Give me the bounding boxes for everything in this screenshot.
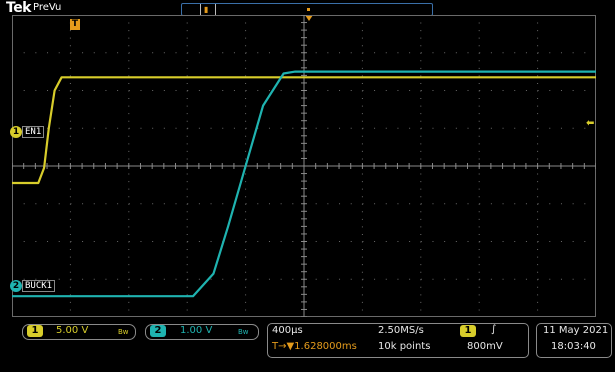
- ch1-scale: 5.00 V: [56, 325, 89, 336]
- trigger-slope-icon: ∫: [491, 324, 497, 335]
- ch1-ground-marker[interactable]: 1 EN1: [10, 125, 45, 138]
- time: 18:03:40: [551, 341, 596, 352]
- trace-buck1: [12, 70, 596, 298]
- datetime-panel[interactable]: [536, 323, 612, 358]
- timebase: 400µs: [272, 325, 303, 336]
- record-window-indicator[interactable]: [200, 4, 216, 15]
- trigger-source-badge: 1: [460, 325, 476, 337]
- waveform-traces: [12, 70, 596, 298]
- ch2-scale: 1.00 V: [180, 325, 213, 336]
- sample-rate: 2.50MS/s: [378, 325, 424, 336]
- ch1-readout-badge: 1: [27, 325, 43, 337]
- grid-lines: [12, 15, 596, 317]
- ch1-bw-limit-icon: Bw: [118, 328, 129, 336]
- date: 11 May 2021: [543, 325, 609, 336]
- status-bar: 1 5.00 V Bw 2 1.00 V Bw 400µs 2.50MS/s T…: [0, 321, 615, 372]
- acquisition-mode: PreVu: [33, 2, 62, 13]
- trigger-position-icon: ▮: [204, 5, 209, 14]
- trigger-position: T→▼1.628000ms: [272, 341, 357, 352]
- expansion-point-icon: [307, 8, 310, 11]
- trigger-position-arrow-icon: [305, 15, 313, 21]
- ch2-ground-marker[interactable]: 2 BUCK1: [10, 279, 56, 292]
- graticule: [12, 15, 596, 317]
- trace-en1: [12, 76, 596, 185]
- ch1-number-badge: 1: [10, 125, 22, 138]
- brand-logo: Tek: [6, 0, 32, 16]
- ch1-readout[interactable]: [22, 324, 136, 340]
- ch1-label: EN1: [22, 125, 45, 138]
- ch2-number-badge: 2: [10, 279, 22, 292]
- ch2-readout[interactable]: [145, 324, 259, 340]
- ch2-bw-limit-icon: Bw: [238, 328, 249, 336]
- horizontal-trigger-panel[interactable]: [267, 323, 529, 358]
- ch2-label: BUCK1: [22, 279, 56, 292]
- trigger-t-marker: T: [70, 19, 80, 30]
- trigger-level: 800mV: [467, 341, 503, 352]
- record-length: 10k points: [378, 341, 431, 352]
- ch2-readout-badge: 2: [150, 325, 166, 337]
- trigger-level-arrow-icon: ⬅: [586, 118, 595, 129]
